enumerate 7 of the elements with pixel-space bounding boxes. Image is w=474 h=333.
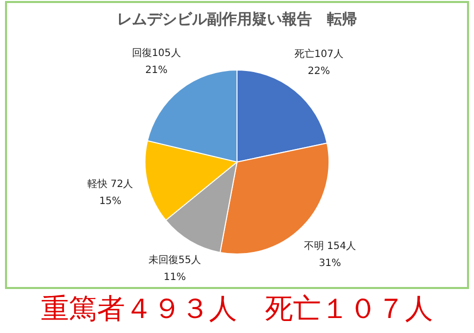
chart-title: レムデシビル副作用疑い報告 転帰	[117, 10, 357, 28]
slice-label: 未回復55人 11%	[148, 254, 202, 283]
slice-label: 不明 154人 31%	[304, 240, 356, 269]
slice-label: 軽快 72人 15%	[87, 178, 134, 208]
slice-label: 回復105人 21%	[132, 47, 181, 76]
text: 重篤者４９３人 死亡１０７人	[41, 292, 433, 325]
slice-label: 死亡107人 22%	[294, 48, 344, 78]
